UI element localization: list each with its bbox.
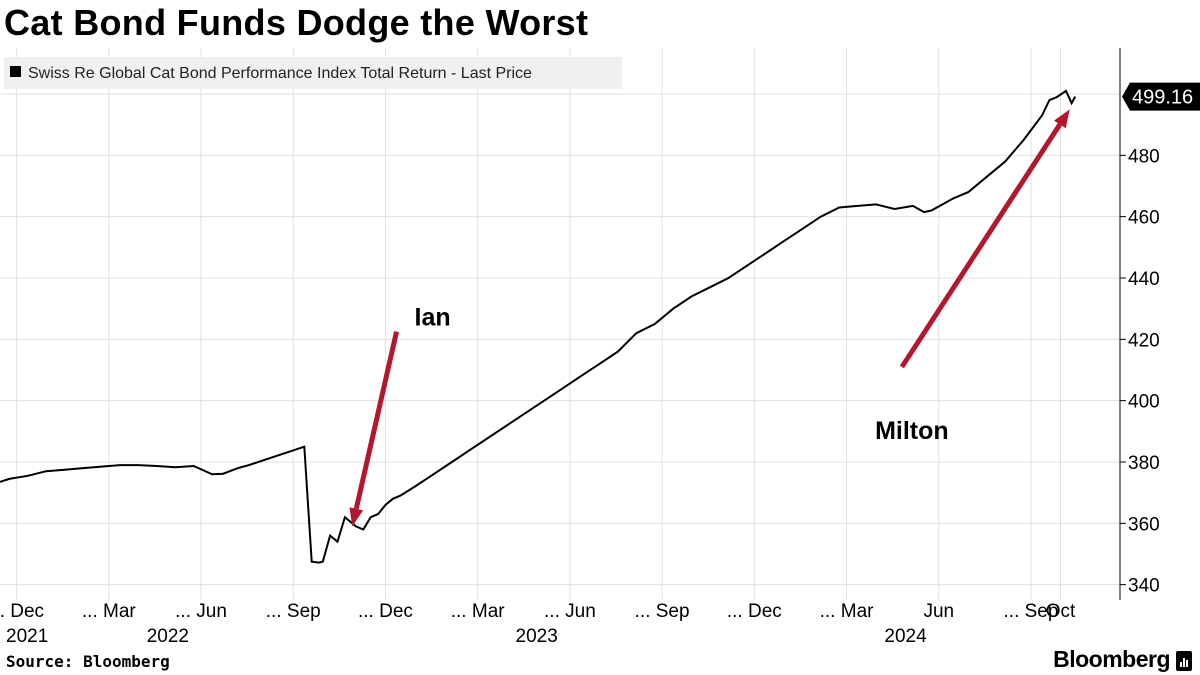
x-year-label-2: 2023 (516, 626, 558, 647)
y-tick-label-2: 380 (1128, 453, 1160, 474)
x-tick-label-5: ... Mar (451, 601, 506, 622)
legend-label: Swiss Re Global Cat Bond Performance Ind… (28, 65, 532, 82)
x-tick-label-12: Oct (1046, 601, 1076, 622)
x-tick-label-6: ... Jun (544, 601, 596, 622)
y-tick-label-4: 420 (1128, 330, 1160, 351)
bloomberg-logo: Bloomberg (1053, 646, 1170, 672)
annotation-label-0: Ian (415, 304, 451, 332)
x-tick-label-8: ... Dec (727, 601, 782, 622)
legend-swatch (10, 66, 21, 77)
x-tick-label-4: ... Dec (358, 601, 413, 622)
y-tick-label-6: 460 (1128, 208, 1160, 229)
y-tick-label-3: 400 (1128, 392, 1160, 413)
x-axis: ... Dec ... Mar ... Jun ... Sep ... Dec ... M… (0, 601, 1076, 647)
legend-background (4, 57, 622, 89)
x-tick-label-1: ... Mar (82, 601, 137, 622)
x-year-label-0: 2021 (6, 626, 48, 647)
x-tick-label-9: ... Mar (820, 601, 875, 622)
last-value-label: 499.16 (1132, 87, 1193, 109)
annotation-arrow-shaft-1 (899, 123, 1062, 369)
x-tick-label-11: ... Sep (1004, 601, 1059, 622)
annotation-arrows: Ian Milton (349, 109, 1070, 527)
x-year-label-3: 2024 (884, 626, 927, 647)
source-note: Source: Bloomberg (6, 652, 170, 671)
legend: Swiss Re Global Cat Bond Performance Ind… (4, 57, 622, 89)
y-axis: 340 360 380 400 420 440 460 480 (1119, 48, 1160, 600)
last-value-tag: 499.16 (1122, 82, 1200, 111)
y-tick-label-5: 440 (1128, 269, 1160, 290)
x-year-label-1: 2022 (147, 626, 189, 647)
x-tick-label-7: ... Sep (635, 601, 690, 622)
bloomberg-mark-icon (1176, 651, 1192, 671)
annotation-arrow-head-0 (349, 507, 364, 527)
annotation-arrow-head-1 (1054, 109, 1070, 129)
x-tick-label-10: Jun (923, 601, 954, 622)
y-tick-label-0: 340 (1128, 576, 1160, 597)
annotation-label-1: Milton (875, 417, 949, 445)
grid-lines (0, 48, 1120, 600)
last-value-tag-shape (1122, 82, 1200, 111)
series-line (0, 89, 1077, 564)
y-tick-label-7: 480 (1128, 146, 1160, 167)
x-tick-label-2: ... Jun (175, 601, 227, 622)
chart-title: Cat Bond Funds Dodge the Worst (4, 2, 589, 43)
y-tick-label-1: 360 (1128, 514, 1160, 535)
x-tick-label-3: ... Sep (266, 601, 321, 622)
x-tick-label-0: ... Dec (0, 601, 44, 622)
annotation-arrow-shaft-0 (353, 331, 399, 510)
